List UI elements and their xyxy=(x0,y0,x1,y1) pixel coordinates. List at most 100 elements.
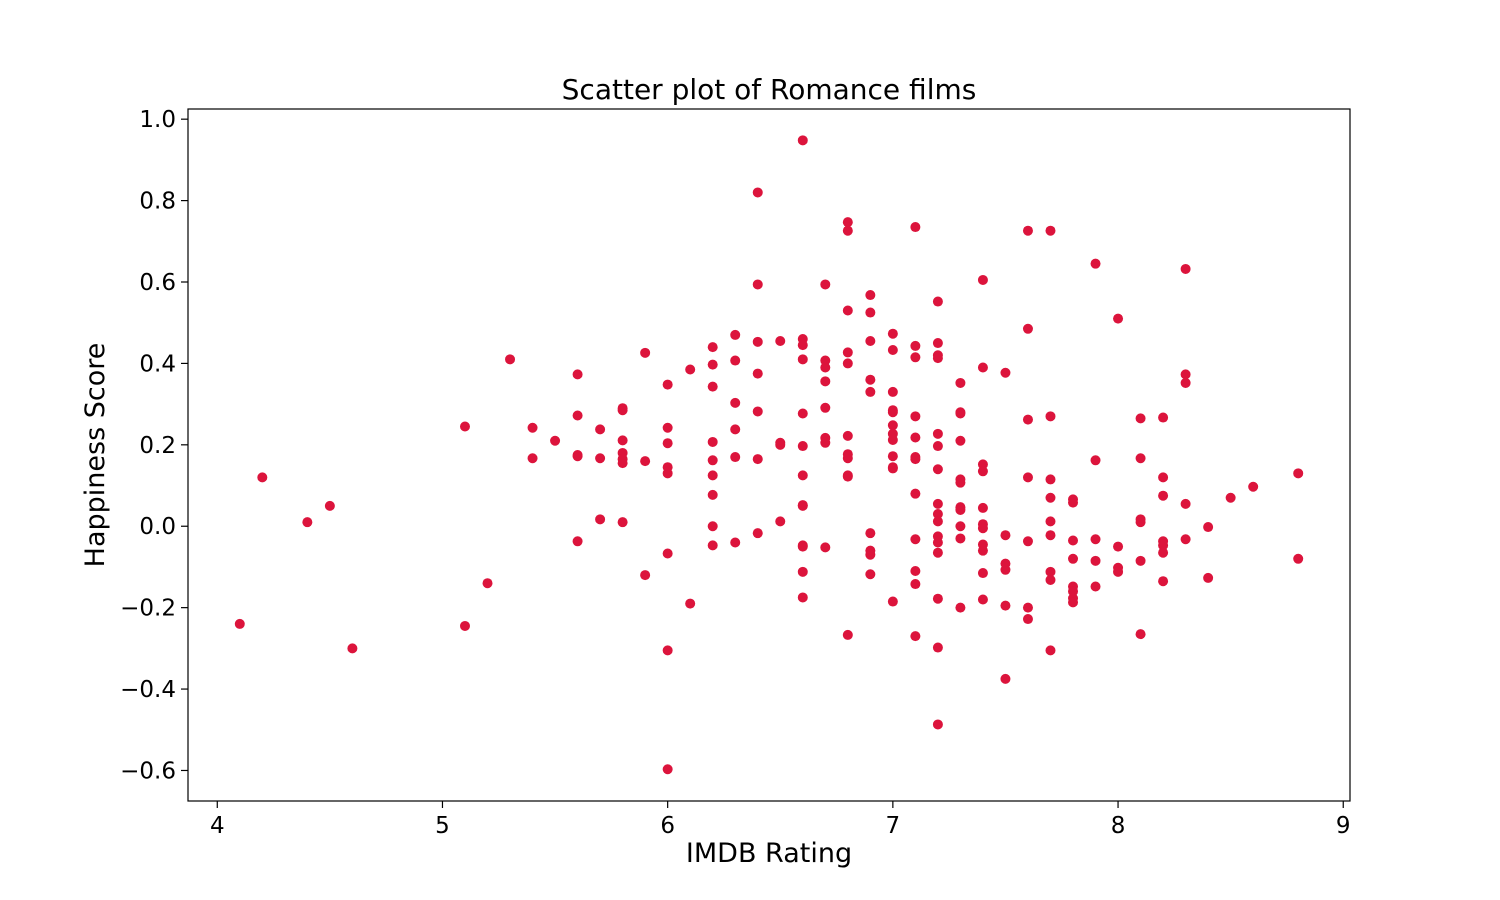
data-point xyxy=(887,596,898,607)
data-point xyxy=(685,364,696,375)
data-point xyxy=(910,411,921,422)
data-point xyxy=(977,568,988,579)
y-tick-label: 1.0 xyxy=(139,107,176,133)
data-point xyxy=(662,438,673,449)
data-point xyxy=(324,500,335,511)
data-point xyxy=(1022,614,1033,625)
data-point xyxy=(459,421,470,432)
data-point xyxy=(1180,369,1191,380)
data-point xyxy=(1068,586,1079,597)
data-point xyxy=(707,436,718,447)
data-point xyxy=(302,517,313,528)
x-tick-label: 8 xyxy=(1111,813,1126,839)
data-point xyxy=(797,470,808,481)
data-point xyxy=(932,498,943,509)
data-point xyxy=(1135,629,1146,640)
data-point xyxy=(1135,555,1146,566)
data-point xyxy=(797,441,808,452)
data-point xyxy=(1000,564,1011,575)
data-point xyxy=(1248,481,1259,492)
y-tick-label: −0.6 xyxy=(120,758,176,784)
data-point xyxy=(1000,367,1011,378)
data-point xyxy=(1000,530,1011,541)
data-point xyxy=(910,579,921,590)
data-point xyxy=(1090,455,1101,466)
y-tick-label: 0.6 xyxy=(139,270,176,296)
data-point xyxy=(347,643,358,654)
data-point xyxy=(797,541,808,552)
data-point xyxy=(730,452,741,463)
data-point xyxy=(977,545,988,556)
data-point xyxy=(932,516,943,527)
data-point xyxy=(797,354,808,365)
data-point xyxy=(707,455,718,466)
data-point xyxy=(1045,645,1056,656)
data-point xyxy=(1068,553,1079,564)
data-point xyxy=(730,424,741,435)
data-point xyxy=(707,470,718,481)
data-point xyxy=(820,355,831,366)
data-point xyxy=(1045,492,1056,503)
data-point xyxy=(1158,547,1169,558)
data-point xyxy=(955,408,966,419)
data-point xyxy=(1113,566,1124,577)
data-point xyxy=(910,534,921,545)
data-point xyxy=(887,463,898,474)
data-point xyxy=(820,542,831,553)
data-point xyxy=(1068,497,1079,508)
data-point xyxy=(617,517,628,528)
chart-title: Scatter plot of Romance films xyxy=(562,73,977,106)
data-point xyxy=(662,468,673,479)
data-point xyxy=(1293,553,1304,564)
data-point xyxy=(752,279,763,290)
data-point xyxy=(662,379,673,390)
data-point xyxy=(1068,535,1079,546)
data-point xyxy=(482,578,493,589)
data-point xyxy=(977,502,988,513)
data-point xyxy=(820,279,831,290)
data-point xyxy=(1045,225,1056,236)
data-point xyxy=(1045,411,1056,422)
data-point xyxy=(707,521,718,532)
data-point xyxy=(910,454,921,465)
data-point xyxy=(1135,413,1146,424)
data-point xyxy=(842,471,853,482)
data-point xyxy=(932,428,943,439)
data-point xyxy=(1113,313,1124,324)
data-point xyxy=(1045,574,1056,585)
y-tick-label: −0.4 xyxy=(120,677,176,703)
data-point xyxy=(662,645,673,656)
data-point xyxy=(730,329,741,340)
data-point xyxy=(887,344,898,355)
data-point xyxy=(977,362,988,373)
data-point xyxy=(527,422,538,433)
data-point xyxy=(617,458,628,469)
data-point xyxy=(707,381,718,392)
data-point xyxy=(887,407,898,418)
data-point xyxy=(842,225,853,236)
x-tick-label: 9 xyxy=(1336,813,1351,839)
data-point xyxy=(955,533,966,544)
data-point xyxy=(1158,576,1169,587)
data-point xyxy=(932,537,943,548)
data-point xyxy=(234,618,245,629)
data-point xyxy=(865,290,876,301)
data-point xyxy=(797,408,808,419)
data-point xyxy=(730,355,741,366)
data-point xyxy=(1022,536,1033,547)
data-point xyxy=(1158,490,1169,501)
data-point xyxy=(730,537,741,548)
data-point xyxy=(1135,453,1146,464)
data-point xyxy=(977,466,988,477)
data-point xyxy=(752,336,763,347)
data-point xyxy=(1113,541,1124,552)
x-tick-label: 4 xyxy=(210,813,225,839)
y-tick-label: 0.4 xyxy=(139,351,176,377)
data-point xyxy=(842,358,853,369)
data-point xyxy=(752,406,763,417)
data-point xyxy=(842,430,853,441)
data-point xyxy=(1000,600,1011,611)
data-point xyxy=(1022,414,1033,425)
data-point xyxy=(865,336,876,347)
plot-frame xyxy=(187,108,1351,802)
